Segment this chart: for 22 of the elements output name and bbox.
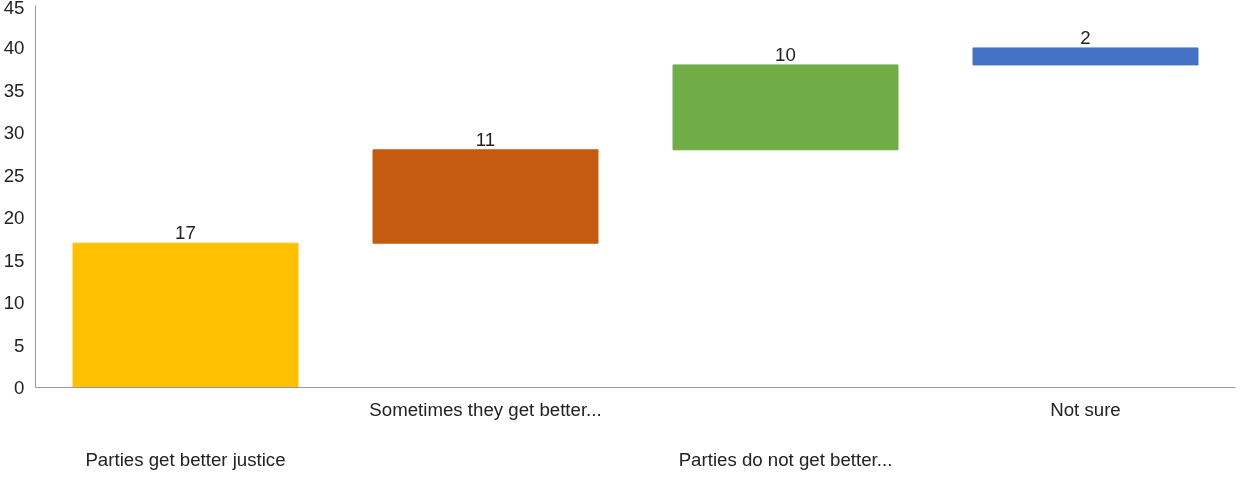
bar: [72, 242, 299, 388]
y-tick-label: 5: [14, 334, 25, 356]
y-tick-label: 30: [3, 122, 25, 144]
bar: [972, 47, 1199, 66]
x-tick-label: Sometimes they get better...: [369, 398, 602, 420]
y-tick-label: 10: [3, 292, 25, 314]
x-tick-label: Parties get better justice: [85, 448, 286, 470]
x-tick-label: Not sure: [1050, 398, 1121, 420]
data-label: 10: [775, 43, 796, 65]
y-tick-label: 15: [3, 249, 25, 271]
x-tick-label: Parties do not get better...: [678, 448, 893, 470]
y-tick-label: 35: [3, 79, 25, 101]
data-label: 11: [475, 128, 496, 150]
bar: [672, 64, 899, 151]
y-tick-label: 40: [3, 37, 25, 59]
y-tick-label: 0: [14, 377, 25, 398]
bar: [372, 149, 599, 244]
data-label: 17: [175, 222, 196, 244]
y-tick-label: 25: [3, 164, 25, 186]
data-label: 2: [1080, 26, 1091, 48]
y-tick-label: 45: [3, 0, 25, 18]
y-tick-label: 20: [3, 207, 25, 229]
